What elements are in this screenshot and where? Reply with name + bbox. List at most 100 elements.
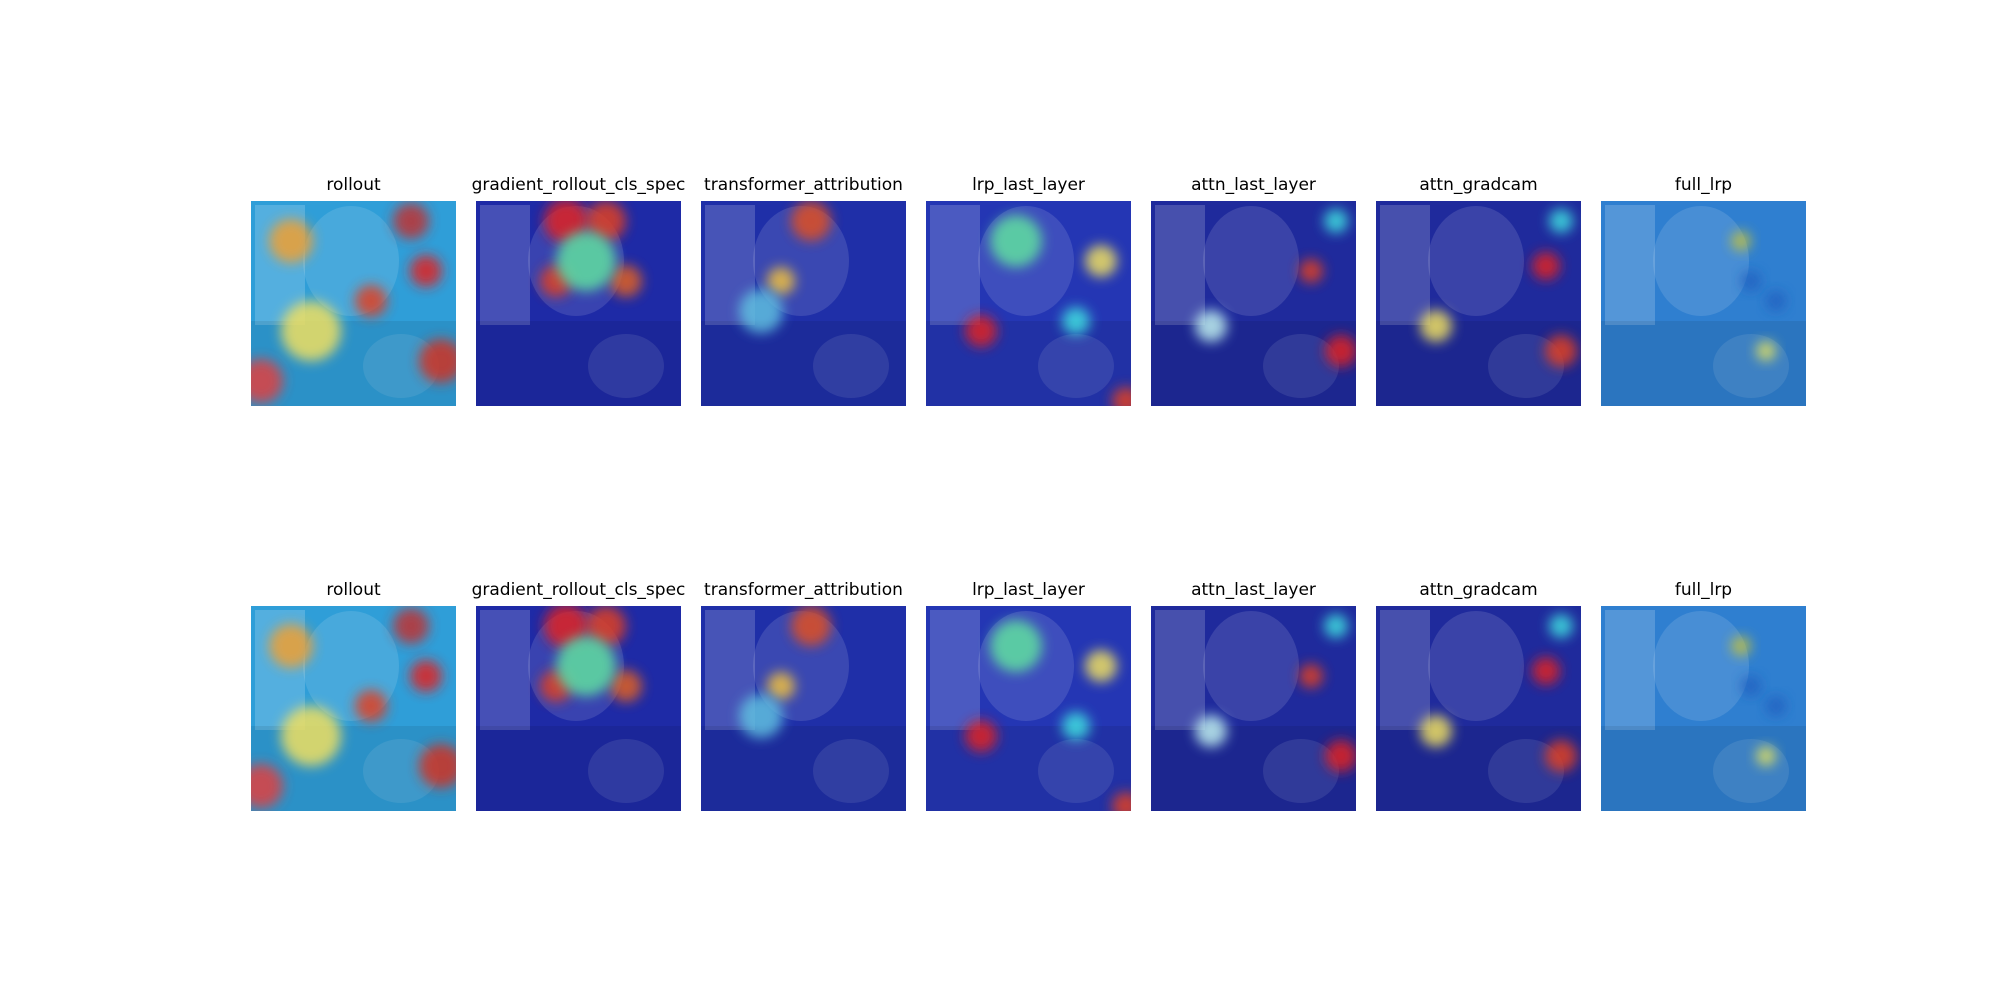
dog-shape	[1653, 206, 1749, 316]
heatmap-image	[701, 201, 906, 406]
panel-lrp-last-layer: lrp_last_layer	[926, 172, 1131, 412]
panel-title: attn_gradcam	[1419, 580, 1538, 600]
heatmap-hotspot	[586, 606, 626, 646]
heatmap-hotspot	[1420, 310, 1452, 342]
heatmap-image	[701, 606, 906, 811]
window-shape	[1380, 205, 1430, 325]
panel-title: transformer_attribution	[704, 175, 903, 195]
panel-attn-last-layer: attn_last_layer	[1151, 172, 1356, 412]
cat-shape	[1263, 739, 1339, 803]
heatmap-hotspot	[1195, 310, 1227, 342]
floor-shape	[926, 321, 1131, 406]
heatmap-image	[476, 201, 681, 406]
heatmap-hotspot	[1112, 792, 1131, 811]
window-shape	[1605, 610, 1655, 730]
heatmap-hotspot	[556, 231, 616, 291]
heatmap-hotspot	[767, 267, 795, 295]
heatmap-background	[1376, 201, 1581, 406]
heatmap-image	[926, 201, 1131, 406]
heatmap-image	[1151, 606, 1356, 811]
heatmap-hotspot	[251, 359, 283, 403]
panel-gradient-rollout-cls-spec: gradient_rollout_cls_spec	[472, 577, 685, 817]
heatmap-hotspot	[1545, 740, 1577, 772]
heatmap-hotspot	[1545, 335, 1577, 367]
heatmap-hotspot	[1085, 245, 1117, 277]
heatmap-hotspot	[1195, 715, 1227, 747]
heatmap-hotspot	[419, 339, 456, 383]
heatmap-hotspot	[1324, 614, 1348, 638]
heatmap-hotspot	[739, 694, 783, 738]
heatmap-hotspot	[393, 203, 429, 239]
panel-full-lrp: full_lrp	[1601, 172, 1806, 412]
heatmap-hotspot	[1062, 712, 1090, 740]
cat-shape	[813, 739, 889, 803]
panel-title: rollout	[326, 580, 381, 600]
heatmap-hotspot	[1766, 291, 1786, 311]
floor-shape	[1601, 726, 1806, 811]
heatmap-image	[926, 606, 1131, 811]
heatmap-image	[1151, 201, 1356, 406]
heatmap-hotspot	[1325, 335, 1356, 367]
heatmap-hotspot	[1112, 387, 1131, 406]
panel-lrp-last-layer: lrp_last_layer	[926, 577, 1131, 817]
panel-transformer-attribution: transformer_attribution	[701, 172, 906, 412]
window-shape	[1605, 205, 1655, 325]
heatmap-hotspot	[1532, 252, 1560, 280]
floor-shape	[476, 726, 681, 811]
heatmap-hotspot	[990, 215, 1042, 267]
heatmap-image	[476, 606, 681, 811]
heatmap-hotspot	[1741, 676, 1761, 696]
heatmap-hotspot	[1731, 231, 1751, 251]
panel-title: gradient_rollout_cls_spec	[471, 175, 686, 195]
panel-attn-gradcam: attn_gradcam	[1376, 172, 1581, 412]
heatmap-hotspot	[281, 301, 341, 361]
heatmap-hotspot	[1325, 740, 1356, 772]
cat-shape	[588, 739, 664, 803]
heatmap-hotspot	[355, 690, 387, 722]
figure-row-2: rollout gradient_rollout_cls_spec transf…	[0, 577, 2000, 817]
heatmap-hotspot	[1741, 271, 1761, 291]
dog-shape	[1653, 611, 1749, 721]
heatmap-hotspot	[965, 720, 997, 752]
window-shape	[930, 205, 980, 325]
panel-transformer-attribution: transformer_attribution	[701, 577, 906, 817]
heatmap-hotspot	[1766, 696, 1786, 716]
heatmap-image	[1376, 201, 1581, 406]
heatmap-hotspot	[1549, 209, 1573, 233]
heatmap-hotspot	[1532, 657, 1560, 685]
heatmap-hotspot	[965, 315, 997, 347]
cat-shape	[813, 334, 889, 398]
heatmap-hotspot	[269, 219, 313, 263]
panel-attn-last-layer: attn_last_layer	[1151, 577, 1356, 817]
panel-title: full_lrp	[1674, 175, 1733, 195]
cat-shape	[588, 334, 664, 398]
heatmap-hotspot	[410, 255, 442, 287]
cat-shape	[363, 334, 439, 398]
heatmap-hotspot	[1085, 650, 1117, 682]
heatmap-hotspot	[281, 706, 341, 766]
cat-shape	[1488, 334, 1564, 398]
cat-shape	[1038, 739, 1114, 803]
heatmap-hotspot	[1549, 614, 1573, 638]
heatmap-hotspot	[1756, 341, 1776, 361]
cat-shape	[1038, 334, 1114, 398]
panel-rollout: rollout	[251, 577, 456, 817]
dog-shape	[1203, 611, 1299, 721]
heatmap-hotspot	[1299, 259, 1323, 283]
floor-shape	[926, 726, 1131, 811]
window-shape	[480, 205, 530, 325]
panel-title: attn_last_layer	[1191, 580, 1316, 600]
panel-title: attn_last_layer	[1191, 175, 1316, 195]
panel-gradient-rollout-cls-spec: gradient_rollout_cls_spec	[472, 172, 685, 412]
floor-shape	[1151, 726, 1356, 811]
heatmap-hotspot	[791, 201, 831, 241]
heatmap-hotspot	[393, 608, 429, 644]
heatmap-hotspot	[1420, 715, 1452, 747]
panel-attn-gradcam: attn_gradcam	[1376, 577, 1581, 817]
heatmap-image	[251, 606, 456, 811]
window-shape	[1155, 610, 1205, 730]
dog-shape	[1428, 611, 1524, 721]
panel-title: transformer_attribution	[704, 580, 903, 600]
heatmap-hotspot	[1299, 664, 1323, 688]
